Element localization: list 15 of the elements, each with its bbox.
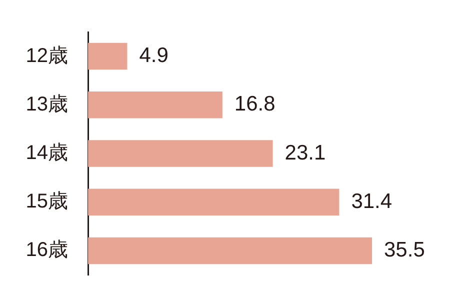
- bar: [88, 188, 340, 216]
- bar: [88, 42, 128, 70]
- y-tick-label: 15歳: [26, 190, 68, 213]
- y-tick-label: 14歳: [26, 142, 68, 164]
- y-tick-label: 16歳: [26, 239, 68, 262]
- y-tick-label: 12歳: [26, 44, 68, 67]
- data-label: 23.1: [284, 141, 326, 164]
- data-label: 35.5: [384, 238, 425, 262]
- data-label: 16.8: [234, 92, 276, 116]
- bar: [88, 237, 372, 264]
- y-tick-label: 13歳: [26, 93, 68, 116]
- bar: [88, 140, 273, 167]
- data-label: 4.9: [139, 44, 168, 68]
- data-label: 31.4: [351, 190, 392, 213]
- bar: [88, 92, 222, 118]
